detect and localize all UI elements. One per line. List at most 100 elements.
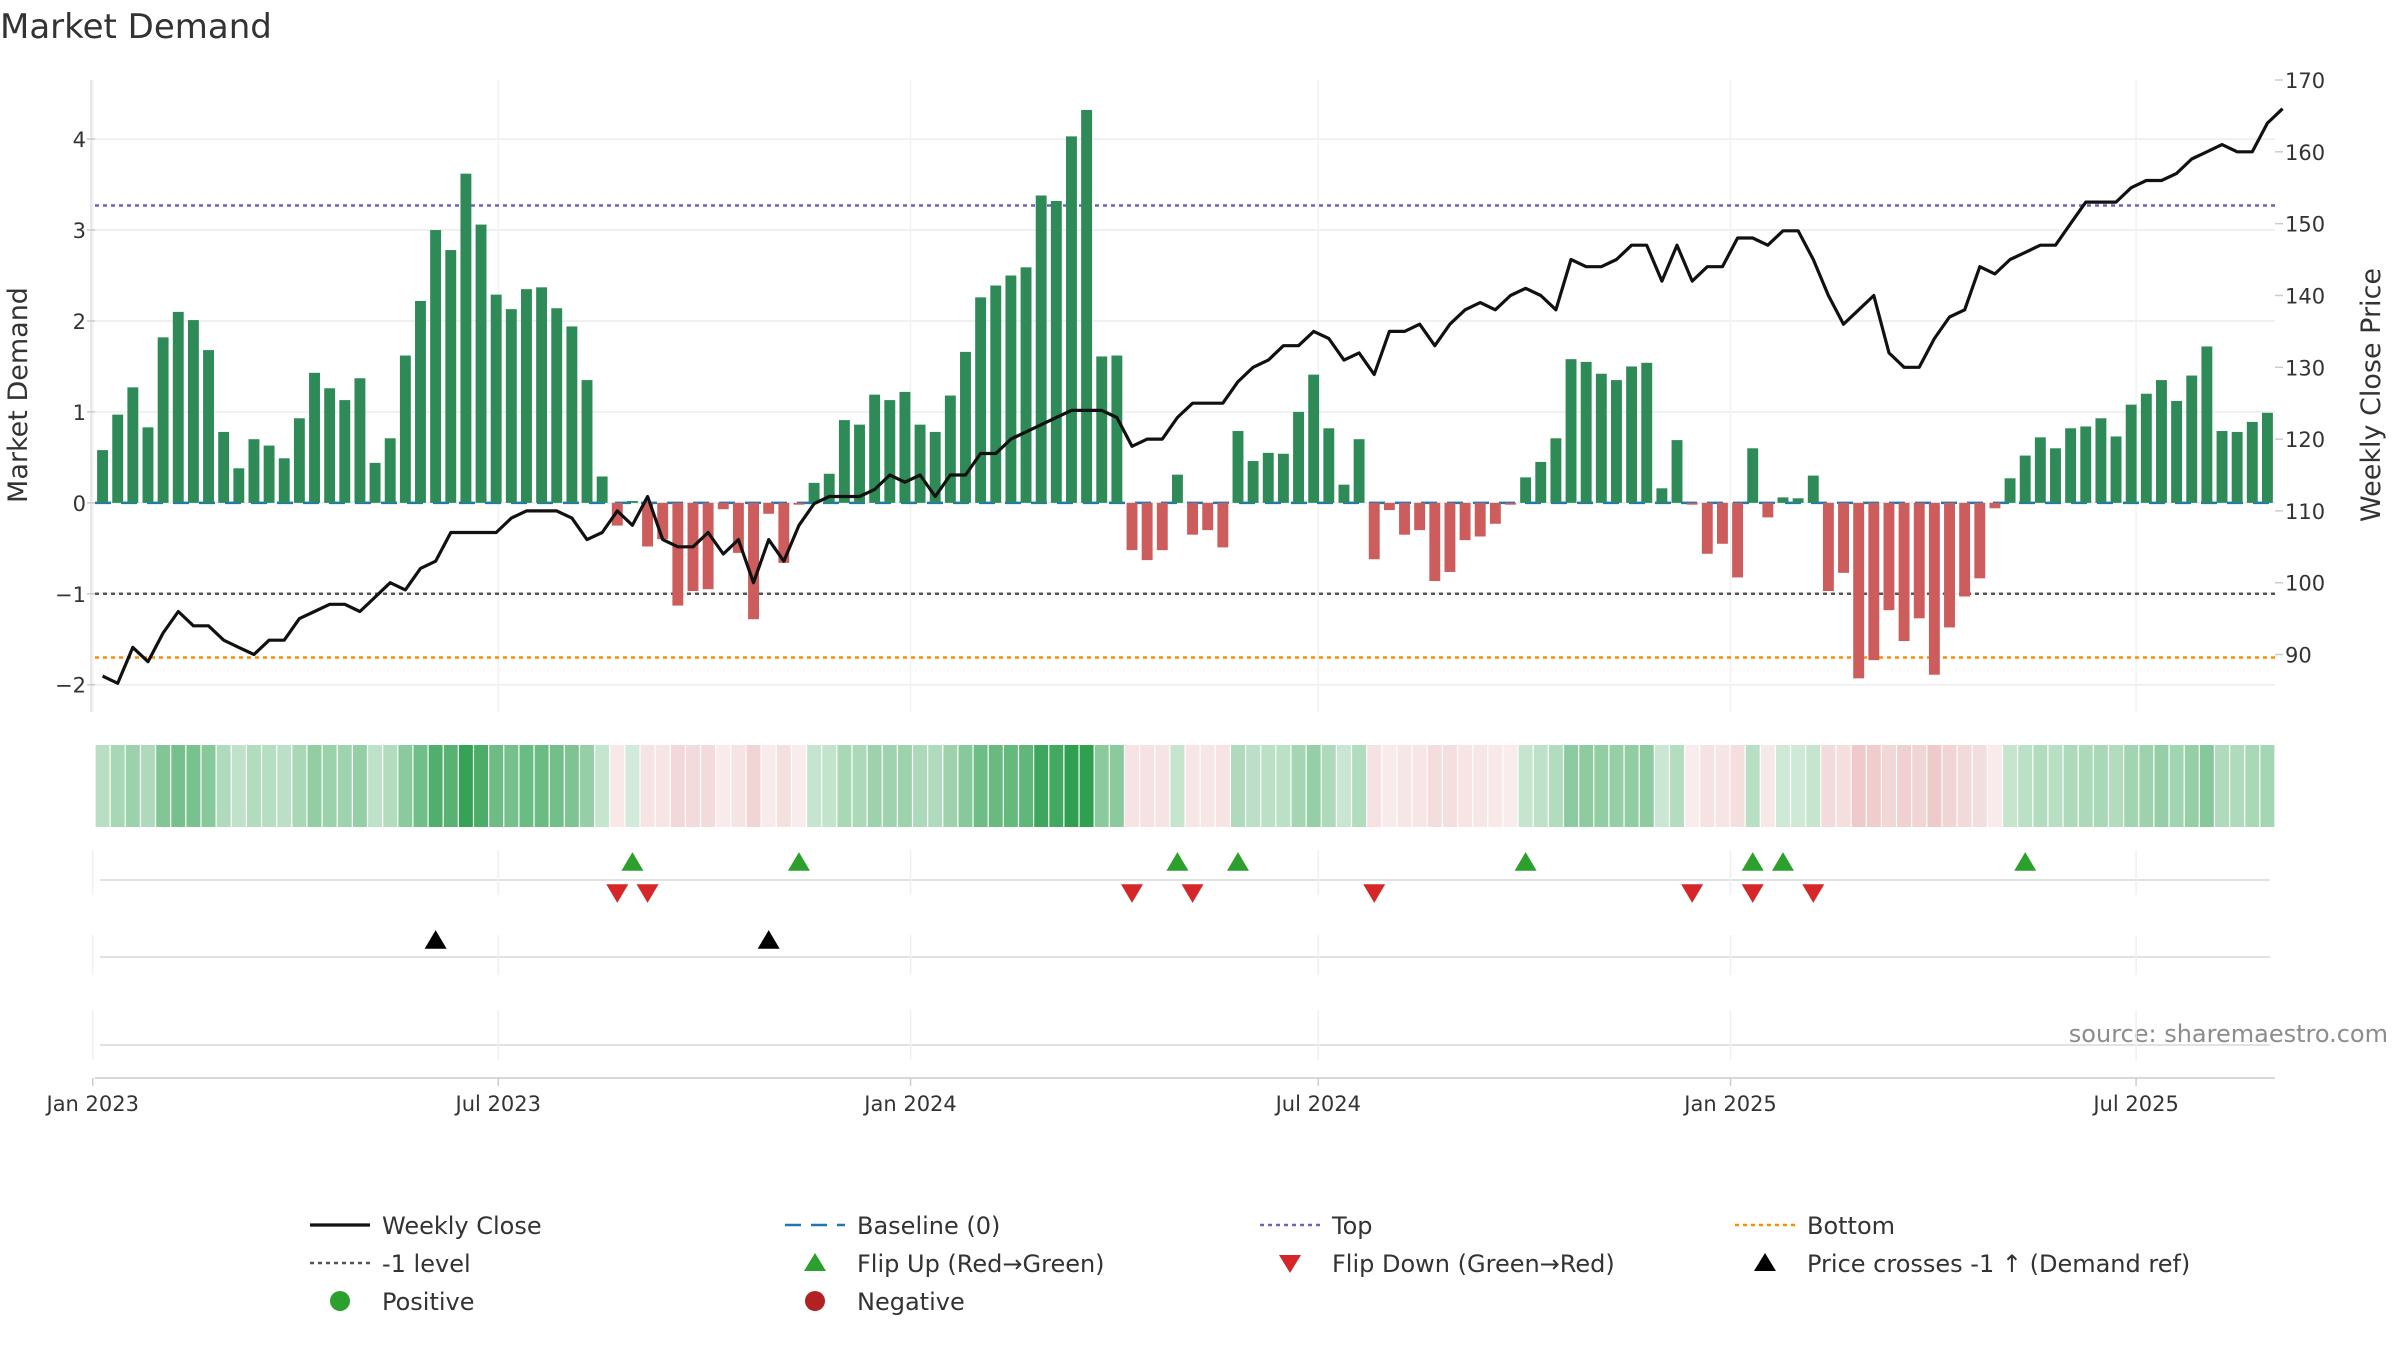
heat-strip-cell xyxy=(443,745,458,827)
heat-strip-cell xyxy=(1624,745,1639,827)
heat-strip-cell xyxy=(1564,745,1579,827)
heat-strip-cell xyxy=(1185,745,1200,827)
heat-strip-cell xyxy=(1336,745,1351,827)
heat-strip-cell xyxy=(2093,745,2108,827)
heat-strip-cell xyxy=(2199,745,2214,827)
heat-strip-cell xyxy=(973,745,988,827)
price-cross-marker xyxy=(757,930,780,949)
negative-demand-bar xyxy=(1883,502,1895,611)
heat-strip-cell xyxy=(2078,745,2093,827)
y2-tick-label: 130 xyxy=(2285,356,2325,380)
positive-demand-bar xyxy=(248,439,260,503)
heat-strip-cell xyxy=(1488,745,1503,827)
positive-demand-bar xyxy=(975,297,987,503)
heat-strip-cell xyxy=(1321,745,1336,827)
negative-demand-bar xyxy=(1898,502,1910,642)
negative-demand-bar xyxy=(1187,502,1199,535)
heat-strip-cell xyxy=(2154,745,2169,827)
positive-demand-bar xyxy=(1262,452,1274,503)
heat-strip-cell xyxy=(1927,745,1942,827)
positive-demand-bar xyxy=(1595,373,1607,503)
heat-strip-cell xyxy=(231,745,246,827)
chart-title: Market Demand xyxy=(0,7,272,47)
positive-demand-bar xyxy=(960,351,971,503)
flip-down-marker xyxy=(1802,884,1825,903)
heat-strip-cell xyxy=(867,745,882,827)
heat-strip-cell xyxy=(1231,745,1245,827)
positive-demand-bar xyxy=(460,173,472,503)
heat-strip-cell xyxy=(776,745,791,827)
heat-strip-cell xyxy=(1776,745,1790,827)
y2-tick-label: 150 xyxy=(2285,213,2325,237)
heat-strip-cell xyxy=(277,745,292,827)
positive-demand-bar xyxy=(581,380,593,503)
heat-strip-cell xyxy=(913,745,928,827)
flip-down-marker xyxy=(606,884,629,903)
negative-demand-bar xyxy=(1928,502,1940,675)
positive-demand-bar xyxy=(127,387,139,503)
positive-demand-bar xyxy=(1035,195,1047,503)
positive-demand-bar xyxy=(838,420,850,503)
positive-demand-bar xyxy=(990,285,1002,503)
x-axis-ticks: Jan 2023 Jul 2023 Jan 2024 Jul 2024 Jan 2025… xyxy=(45,1078,2179,1116)
positive-demand-bar xyxy=(1232,431,1244,503)
negative-demand-bar xyxy=(611,502,623,526)
heat-strip-cell xyxy=(2033,745,2048,827)
legend-label: Flip Down (Green→Red) xyxy=(1332,1250,1615,1278)
heat-strip-cell xyxy=(837,745,852,827)
heat-strip-cell xyxy=(716,745,731,827)
heat-strip-cell xyxy=(110,745,125,827)
positive-demand-bar xyxy=(475,224,487,503)
positive-demand-bar xyxy=(2186,375,2198,503)
legend-triangle-up-icon xyxy=(1754,1253,1776,1271)
y-axis-ticks: −2 −1 0 1 2 3 4 xyxy=(55,128,95,698)
positive-demand-bar xyxy=(626,501,638,503)
negative-demand-bar xyxy=(1414,502,1426,531)
negative-demand-bar xyxy=(1217,502,1229,548)
positive-demand-bar xyxy=(309,372,320,503)
heat-strip-cell xyxy=(2018,745,2033,827)
weekly-close-series xyxy=(101,107,2284,685)
positive-demand-bar xyxy=(2019,455,2031,503)
negative-demand-bar xyxy=(1444,502,1456,572)
negative-demand-bar xyxy=(1838,502,1849,573)
y2-axis-ticks: 90 100 110 120 130 140 150 160 170 xyxy=(2275,69,2325,668)
positive-demand-bar xyxy=(1323,428,1335,503)
flip-down-marker xyxy=(1741,884,1764,903)
heat-strip-cell xyxy=(564,745,579,827)
positive-demand-bar xyxy=(1111,355,1123,503)
heat-strip-cell xyxy=(1412,745,1427,827)
heat-strip-cell xyxy=(897,745,912,827)
positive-demand-bar xyxy=(1066,136,1077,503)
positive-demand-bar xyxy=(1020,267,1032,503)
negative-demand-bar xyxy=(1202,502,1214,531)
positive-demand-bar xyxy=(203,350,214,503)
negative-demand-bar xyxy=(1399,502,1410,535)
positive-demand-bar xyxy=(2246,421,2258,503)
positive-demand-bar xyxy=(2261,412,2273,503)
heat-strip-cell xyxy=(413,745,428,827)
y2-tick-label: 100 xyxy=(2285,572,2325,596)
positive-demand-bar xyxy=(2216,431,2228,503)
flip-up-marker xyxy=(787,852,810,871)
positive-demand-bar xyxy=(2004,478,2016,503)
heat-strip-cell xyxy=(1609,745,1624,827)
heat-strip-cell xyxy=(1700,745,1715,827)
positive-demand-bar xyxy=(1081,110,1093,503)
positive-demand-bar xyxy=(884,400,896,503)
heat-strip-cell xyxy=(1715,745,1730,827)
heat-strip-cell xyxy=(1548,745,1563,827)
y2-tick-label: 140 xyxy=(2285,284,2325,308)
positive-demand-bar xyxy=(218,431,230,503)
legend-label: Baseline (0) xyxy=(857,1212,1000,1240)
reference-level-lines xyxy=(95,204,2275,659)
heat-strip-cell xyxy=(822,745,837,827)
positive-demand-bar xyxy=(2140,393,2152,503)
positive-demand-bar xyxy=(823,473,835,503)
positive-demand-bar xyxy=(324,388,336,503)
heat-strip-cell xyxy=(1503,745,1518,827)
negative-demand-bar xyxy=(642,502,654,547)
y-tick-label: −1 xyxy=(55,583,86,607)
legend-triangle-up-icon xyxy=(804,1253,826,1271)
